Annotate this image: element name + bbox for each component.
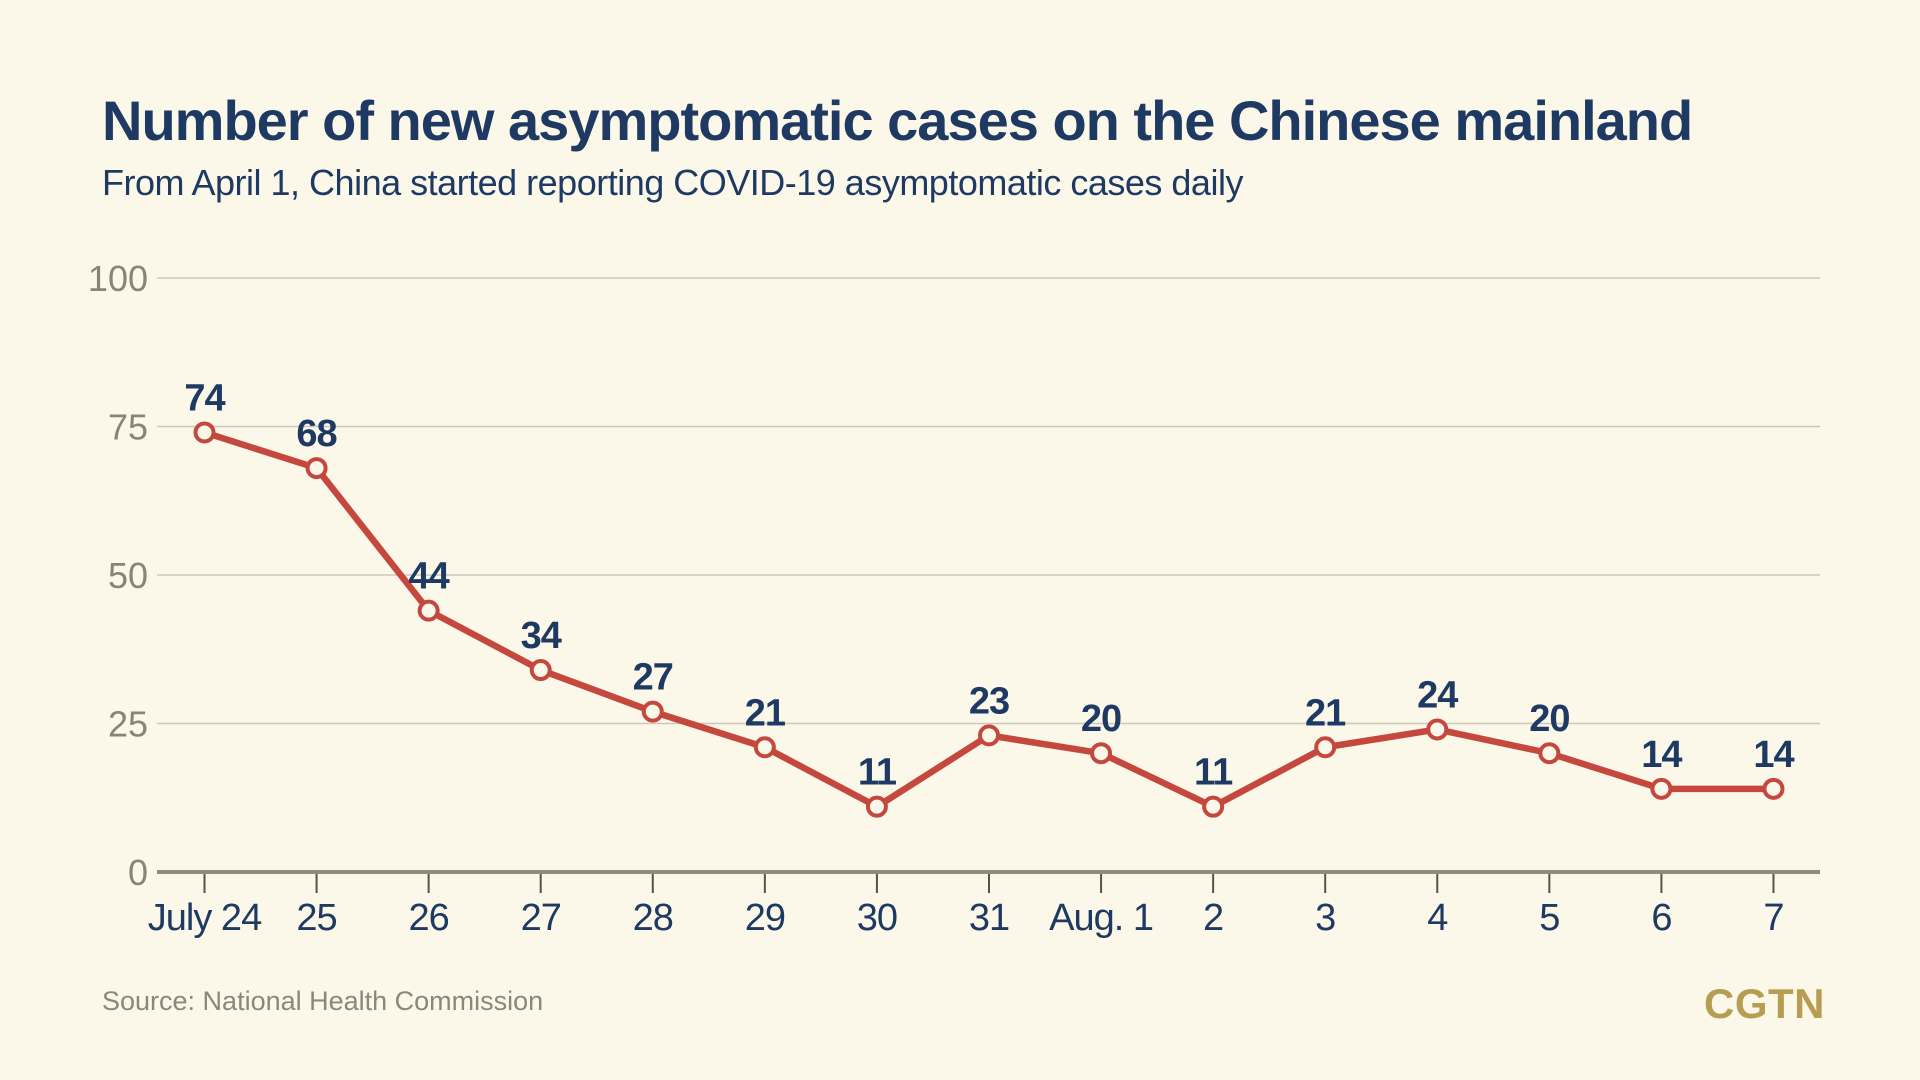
x-axis-label: 7 [1763, 897, 1783, 939]
data-point-marker [1650, 777, 1673, 800]
data-point-label: 21 [745, 692, 786, 734]
data-point-marker [305, 457, 328, 480]
data-point-label: 27 [633, 657, 673, 699]
x-axis-label: 27 [521, 897, 561, 939]
data-point-label: 11 [1194, 752, 1233, 794]
x-axis-label: 30 [857, 897, 897, 939]
x-axis-label: 28 [633, 897, 673, 939]
data-point-label: 14 [1753, 734, 1794, 776]
data-point-marker [1314, 736, 1337, 759]
x-axis-label: 4 [1427, 897, 1448, 939]
data-point-label: 23 [969, 680, 1009, 722]
data-point-marker [753, 736, 776, 759]
y-axis-label: 0 [128, 852, 148, 893]
data-point-label: 20 [1529, 698, 1569, 740]
x-axis-label: 5 [1539, 897, 1559, 939]
data-point-marker [1090, 742, 1113, 765]
data-point-marker [977, 724, 1000, 747]
x-axis-label: 6 [1651, 897, 1671, 939]
x-axis-label: 29 [745, 897, 785, 939]
data-point-marker [193, 421, 216, 444]
data-point-label: 11 [858, 752, 897, 794]
y-axis-label: 25 [108, 704, 148, 745]
cgtn-logo: CGTN [1704, 980, 1825, 1027]
data-point-marker [1538, 742, 1561, 765]
y-axis-label: 75 [108, 407, 148, 448]
x-axis-label: Aug. 1 [1049, 897, 1153, 939]
data-point-label: 14 [1641, 734, 1682, 776]
x-axis-label: 25 [296, 897, 336, 939]
data-point-label: 24 [1417, 674, 1458, 716]
data-point-marker [641, 700, 664, 723]
data-point-marker [529, 659, 552, 682]
y-axis-label: 100 [88, 258, 148, 299]
chart-title: Number of new asymptomatic cases on the … [102, 89, 1693, 152]
x-axis-label: 2 [1203, 897, 1223, 939]
data-point-label: 34 [521, 615, 562, 657]
x-axis-label: 3 [1315, 897, 1335, 939]
y-axis-label: 50 [108, 555, 148, 596]
source-attribution: Source: National Health Commission [102, 986, 544, 1016]
data-point-label: 68 [296, 413, 336, 455]
data-point-label: 21 [1305, 692, 1346, 734]
data-point-label: 44 [408, 556, 449, 598]
data-point-marker [417, 599, 440, 622]
data-point-marker [1762, 777, 1785, 800]
data-point-marker [1202, 795, 1225, 818]
x-axis-label: 31 [969, 897, 1009, 939]
data-point-label: 20 [1081, 698, 1121, 740]
data-point-label: 74 [184, 377, 225, 419]
data-point-marker [865, 795, 888, 818]
x-axis-label: July 24 [148, 897, 262, 939]
x-axis-label: 26 [408, 897, 448, 939]
data-point-marker [1426, 718, 1449, 741]
chart-subtitle: From April 1, China started reporting CO… [102, 162, 1243, 203]
trend-line [201, 429, 1777, 810]
